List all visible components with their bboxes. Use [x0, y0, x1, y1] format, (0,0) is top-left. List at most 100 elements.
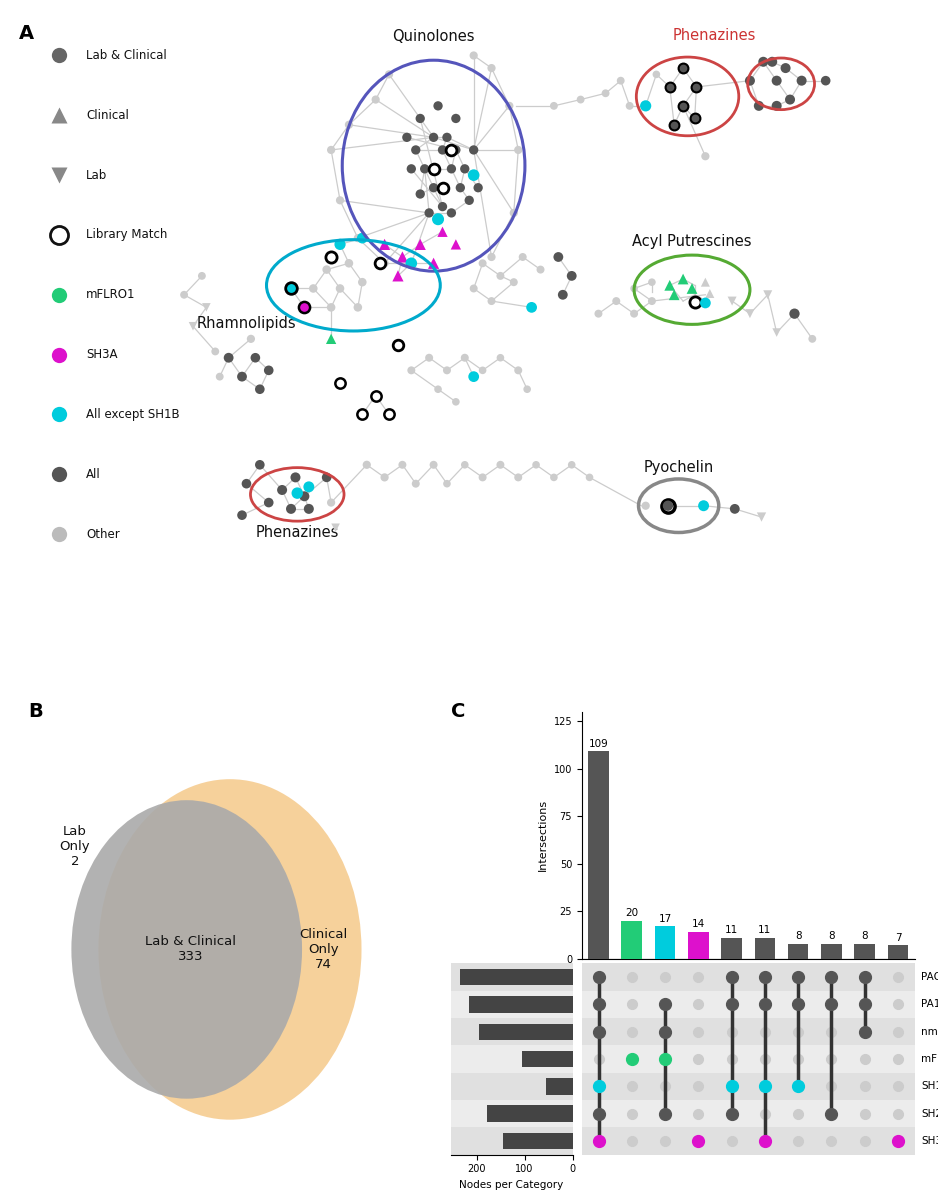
Point — [660, 496, 675, 515]
Text: All: All — [86, 468, 100, 481]
Text: Clinical: Clinical — [86, 109, 129, 122]
Point — [341, 115, 356, 134]
Point — [515, 247, 530, 266]
Text: Phenazines: Phenazines — [673, 28, 756, 43]
Point — [395, 455, 410, 474]
Point — [403, 361, 418, 380]
Point — [507, 203, 522, 222]
Point — [502, 96, 517, 115]
Point — [510, 361, 525, 380]
Point — [448, 109, 463, 128]
Point — [769, 96, 784, 115]
Point — [546, 468, 561, 487]
Point — [622, 96, 637, 115]
Point — [667, 115, 682, 134]
Point — [764, 52, 779, 71]
Point — [350, 228, 365, 247]
Point — [466, 46, 481, 65]
Point — [475, 361, 490, 380]
Point — [301, 499, 316, 518]
Point — [627, 304, 642, 323]
Point — [533, 260, 548, 280]
Point — [484, 292, 499, 311]
Point — [332, 191, 347, 210]
Point — [290, 484, 305, 503]
Point — [426, 160, 441, 179]
Point — [296, 298, 311, 317]
Text: Library Match: Library Match — [86, 228, 168, 241]
Point — [248, 348, 263, 367]
Point — [324, 329, 339, 348]
Point — [359, 455, 374, 474]
Point — [324, 140, 339, 160]
Point — [176, 286, 191, 305]
Point — [778, 59, 793, 78]
Text: mFLRO1: mFLRO1 — [86, 288, 136, 301]
Point — [471, 178, 486, 197]
Point — [390, 266, 405, 286]
Text: Rhamnolipids: Rhamnolipids — [197, 316, 296, 331]
Point — [296, 487, 311, 506]
Text: Acyl Putrescines: Acyl Putrescines — [632, 234, 751, 248]
Point — [564, 455, 579, 474]
Point — [693, 292, 708, 311]
Point — [239, 474, 254, 493]
Point — [461, 191, 477, 210]
Point — [493, 266, 508, 286]
Point — [507, 272, 522, 292]
Point — [457, 348, 472, 367]
Point — [207, 342, 223, 361]
Text: Other: Other — [86, 528, 120, 540]
Point — [751, 96, 766, 115]
Point — [698, 146, 713, 166]
Point — [382, 404, 397, 424]
Text: Quinolones: Quinolones — [392, 29, 475, 44]
Point — [743, 71, 758, 90]
Point — [662, 276, 677, 295]
Text: Phenazines: Phenazines — [255, 524, 339, 540]
Point — [743, 304, 758, 323]
Point — [252, 455, 267, 474]
Point — [638, 96, 653, 115]
Point — [546, 96, 561, 115]
Point — [390, 336, 405, 355]
Circle shape — [98, 779, 361, 1120]
Point — [644, 292, 659, 311]
Point — [368, 90, 383, 109]
Point — [688, 293, 703, 312]
Point — [382, 65, 397, 84]
Text: Lab & Clinical: Lab & Clinical — [86, 49, 167, 62]
Point — [466, 278, 481, 298]
Point — [332, 373, 347, 392]
Point — [660, 496, 675, 515]
Point — [760, 286, 775, 305]
Point — [301, 478, 316, 497]
Point — [439, 127, 454, 146]
Point — [324, 298, 339, 317]
Point — [413, 235, 428, 254]
Point — [724, 292, 739, 311]
Point — [675, 96, 690, 115]
Point — [609, 292, 624, 311]
Point — [754, 508, 769, 527]
Point — [431, 96, 446, 115]
Point — [341, 253, 356, 272]
Point — [457, 160, 472, 179]
Point — [439, 474, 454, 493]
Point — [212, 367, 227, 386]
Point — [475, 253, 490, 272]
Point — [186, 317, 201, 336]
Point — [377, 235, 392, 254]
Point — [288, 468, 303, 487]
Point — [698, 272, 713, 292]
Point — [466, 140, 481, 160]
Point — [649, 65, 664, 84]
Point — [805, 329, 820, 348]
Point — [475, 468, 490, 487]
Point — [372, 253, 387, 272]
Point — [444, 160, 459, 179]
Point — [528, 455, 543, 474]
Point — [698, 293, 713, 312]
Point — [332, 235, 347, 254]
Point — [466, 166, 481, 185]
